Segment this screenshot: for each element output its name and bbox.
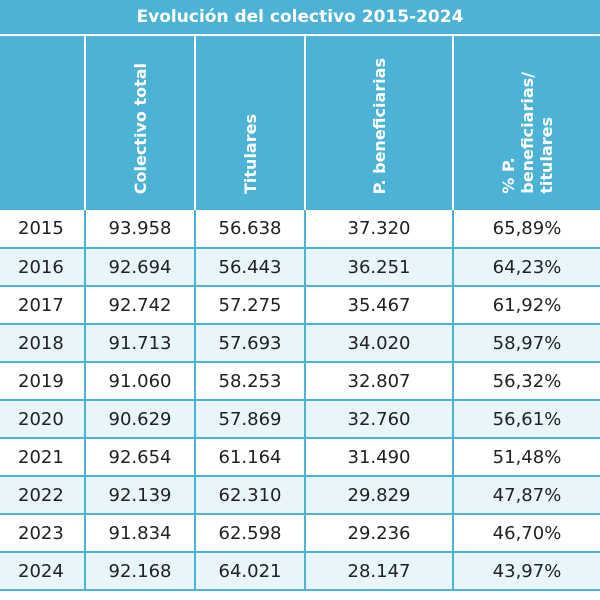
colectivo-total-cell: 91.713 xyxy=(85,324,196,363)
pct-cell: 58,97% xyxy=(453,324,600,363)
titulares-cell: 57.275 xyxy=(195,286,306,325)
table-row: 2024 92.168 64.021 28.147 43,97% xyxy=(0,552,600,591)
pct-cell: 46,70% xyxy=(453,514,600,553)
titulares-cell: 62.598 xyxy=(195,514,306,553)
table-row: 2021 92.654 61.164 31.490 51,48% xyxy=(0,438,600,477)
year-cell: 2020 xyxy=(0,400,86,439)
colectivo-total-cell: 92.139 xyxy=(85,476,196,515)
table-row: 2023 91.834 62.598 29.236 46,70% xyxy=(0,514,600,553)
titulares-cell: 58.253 xyxy=(195,362,306,401)
titulares-cell: 57.869 xyxy=(195,400,306,439)
p-beneficiarias-cell: 32.807 xyxy=(305,362,454,401)
p-beneficiarias-cell: 35.467 xyxy=(305,286,454,325)
table-title: Evolución del colectivo 2015-2024 xyxy=(0,0,600,36)
pct-cell: 51,48% xyxy=(453,438,600,477)
table-row: 2022 92.139 62.310 29.829 47,87% xyxy=(0,476,600,515)
colectivo-total-cell: 92.694 xyxy=(85,248,196,287)
year-cell: 2016 xyxy=(0,248,86,287)
titulares-cell: 64.021 xyxy=(195,552,306,591)
pct-cell: 64,23% xyxy=(453,248,600,287)
year-cell: 2015 xyxy=(0,210,86,249)
p-beneficiarias-cell: 32.760 xyxy=(305,400,454,439)
table-row: 2015 93.958 56.638 37.320 65,89% xyxy=(0,210,600,249)
year-cell: 2021 xyxy=(0,438,86,477)
p-beneficiarias-cell: 36.251 xyxy=(305,248,454,287)
year-cell: 2024 xyxy=(0,552,86,591)
colectivo-total-cell: 92.654 xyxy=(85,438,196,477)
pct-cell: 56,32% xyxy=(453,362,600,401)
header-p-beneficiarias: P. beneficiarias xyxy=(305,36,454,210)
year-cell: 2017 xyxy=(0,286,86,325)
colectivo-total-cell: 91.834 xyxy=(85,514,196,553)
titulares-cell: 56.443 xyxy=(195,248,306,287)
table-row: 2020 90.629 57.869 32.760 56,61% xyxy=(0,400,600,439)
pct-cell: 61,92% xyxy=(453,286,600,325)
table-row: 2017 92.742 57.275 35.467 61,92% xyxy=(0,286,600,325)
p-beneficiarias-cell: 37.320 xyxy=(305,210,454,249)
pct-cell: 43,97% xyxy=(453,552,600,591)
year-cell: 2019 xyxy=(0,362,86,401)
table-row: 2018 91.713 57.693 34.020 58,97% xyxy=(0,324,600,363)
titulares-cell: 62.310 xyxy=(195,476,306,515)
p-beneficiarias-cell: 29.829 xyxy=(305,476,454,515)
colectivo-total-cell: 93.958 xyxy=(85,210,196,249)
year-cell: 2023 xyxy=(0,514,86,553)
titulares-cell: 57.693 xyxy=(195,324,306,363)
header-pct-beneficiarias-titulares: % P. beneficiarias/ titulares xyxy=(453,36,600,210)
pct-cell: 47,87% xyxy=(453,476,600,515)
pct-cell: 65,89% xyxy=(453,210,600,249)
p-beneficiarias-cell: 34.020 xyxy=(305,324,454,363)
colectivo-total-cell: 90.629 xyxy=(85,400,196,439)
pct-cell: 56,61% xyxy=(453,400,600,439)
colectivo-total-cell: 92.168 xyxy=(85,552,196,591)
colectivo-total-cell: 91.060 xyxy=(85,362,196,401)
p-beneficiarias-cell: 28.147 xyxy=(305,552,454,591)
table-row: 2016 92.694 56.443 36.251 64,23% xyxy=(0,248,600,287)
colectivo-table: Colectivo total Titulares P. beneficiari… xyxy=(0,36,600,591)
p-beneficiarias-cell: 31.490 xyxy=(305,438,454,477)
titulares-cell: 61.164 xyxy=(195,438,306,477)
year-cell: 2022 xyxy=(0,476,86,515)
titulares-cell: 56.638 xyxy=(195,210,306,249)
colectivo-total-cell: 92.742 xyxy=(85,286,196,325)
header-year xyxy=(0,36,86,210)
p-beneficiarias-cell: 29.236 xyxy=(305,514,454,553)
header-colectivo-total: Colectivo total xyxy=(85,36,196,210)
year-cell: 2018 xyxy=(0,324,86,363)
header-row: Colectivo total Titulares P. beneficiari… xyxy=(0,36,600,210)
header-titulares: Titulares xyxy=(195,36,306,210)
table-row: 2019 91.060 58.253 32.807 56,32% xyxy=(0,362,600,401)
